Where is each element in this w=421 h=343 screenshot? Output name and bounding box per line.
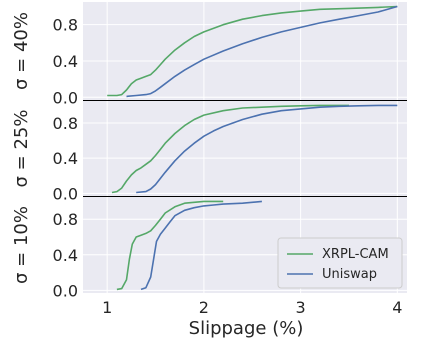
legend: XRPL-CAM Uniswap <box>277 237 403 289</box>
y-tick-label: 0.8 <box>53 114 78 133</box>
x-tick-labels: 1 2 3 4 <box>102 298 402 317</box>
series-line-xrpl-cam <box>107 5 398 97</box>
x-tick-label: 3 <box>296 298 306 317</box>
panel-2: 0.0 0.4 0.8 σ = 25% <box>11 101 407 203</box>
y-axis-title: σ = 40% <box>11 12 32 90</box>
y-tick-label: 0.0 <box>53 184 78 203</box>
y-tick-label: 0.8 <box>53 210 78 229</box>
y-axis-title: σ = 10% <box>11 206 32 284</box>
legend-label-uniswap: Uniswap <box>322 267 377 282</box>
y-tick-label: 0.4 <box>53 246 78 265</box>
series-line-xrpl-cam <box>111 104 349 194</box>
y-tick-label: 0.0 <box>53 281 78 300</box>
y-tick-label: 0.4 <box>53 149 78 168</box>
series-line-uniswap <box>140 200 262 291</box>
panel-background <box>83 101 407 196</box>
legend-box <box>277 237 403 289</box>
series-line-uniswap <box>126 5 398 98</box>
series-line-xrpl-cam <box>116 200 224 291</box>
legend-label-xrpl-cam: XRPL-CAM <box>322 247 389 262</box>
panel-1: 0.0 0.4 0.8 σ = 40% <box>11 2 407 107</box>
panels-layer: 0.00.40.8σ = 40%0.00.40.8σ = 25%0.00.40.… <box>11 2 407 300</box>
panel-background <box>83 2 407 100</box>
y-tick-label: 0.0 <box>53 88 78 107</box>
series-line-uniswap <box>136 104 398 194</box>
x-tick-label: 4 <box>392 298 402 317</box>
x-axis-title: Slippage (%) <box>189 318 304 339</box>
x-tick-label: 2 <box>199 298 209 317</box>
y-tick-label: 0.8 <box>53 16 78 35</box>
y-tick-label: 0.4 <box>53 52 78 71</box>
y-axis-title: σ = 25% <box>11 110 32 188</box>
x-tick-label: 1 <box>102 298 112 317</box>
